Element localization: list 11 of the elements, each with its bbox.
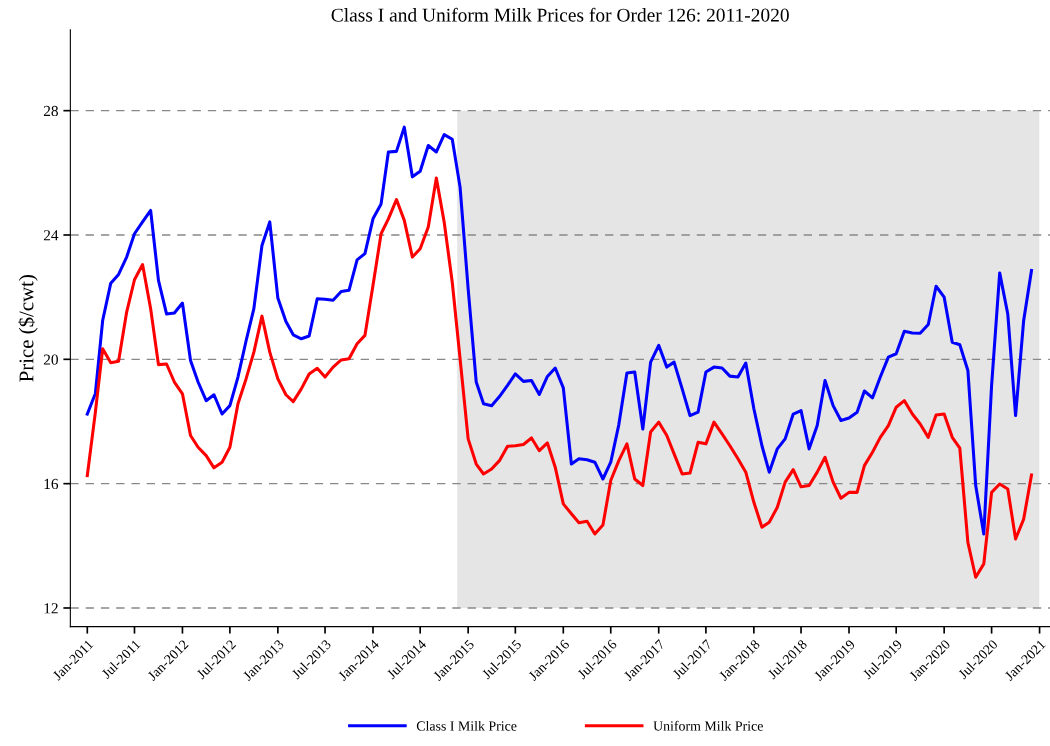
y-tick-label: 28 [43, 105, 58, 117]
y-tick-label: 16 [44, 478, 59, 490]
line-series [85, 125, 1034, 536]
legend-label: Uniform Milk Price [653, 720, 763, 731]
legend-label: Class I Milk Price [416, 720, 517, 731]
chart-title: Class I and Uniform Milk Prices for Order 126: 2011-2020 [331, 7, 789, 22]
y-axis-title: Price ($/cwt) [18, 275, 38, 382]
y-tick-label: 12 [44, 603, 58, 614]
y-tick-label: 20 [43, 354, 58, 365]
y-tick-label: 24 [43, 230, 59, 241]
line-series [85, 176, 1034, 579]
